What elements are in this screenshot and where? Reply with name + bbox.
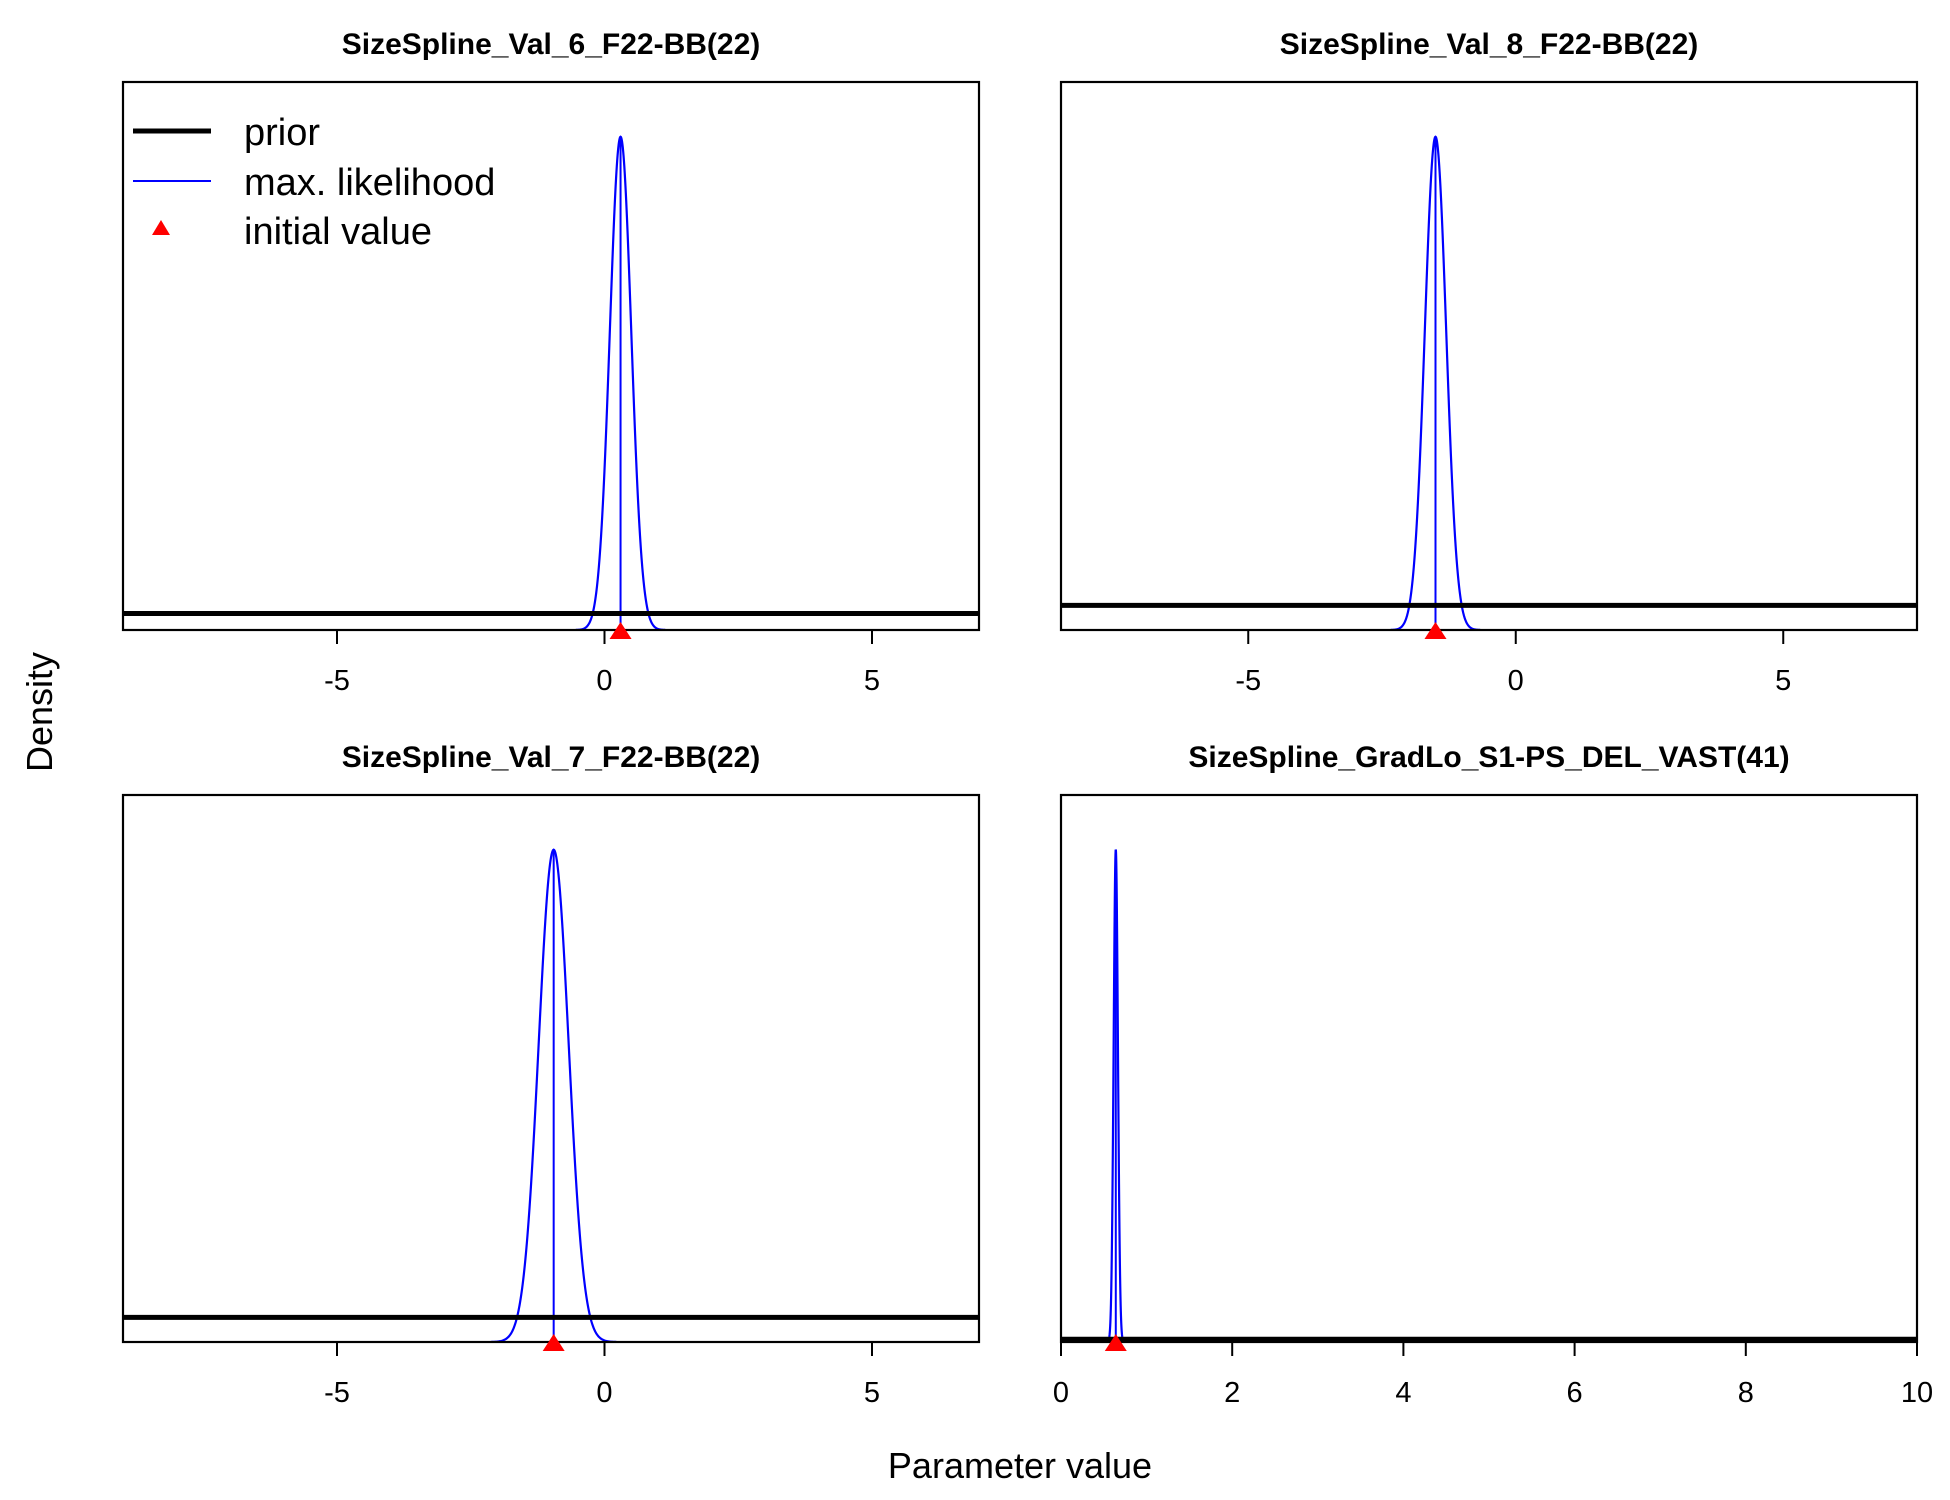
panel-frame (1059, 80, 1919, 632)
initial-value-marker (609, 622, 632, 639)
panel-2: SizeSpline_Val_8_F22-BB(22) -5 0 5 (1059, 28, 1919, 697)
panel-title: SizeSpline_Val_8_F22-BB(22) (1280, 28, 1699, 61)
legend-prior-label: prior (244, 112, 320, 154)
initial-value-marker (1104, 1334, 1127, 1351)
legend-initial-swatch (152, 220, 170, 235)
initial-value-marker (1424, 622, 1447, 639)
x-tick-label: 8 (1738, 1377, 1754, 1409)
x-tick-label: 0 (1508, 665, 1524, 697)
y-axis-label: Density (19, 652, 60, 772)
legend-mle-label: max. likelihood (244, 162, 495, 204)
x-tick-label: -5 (324, 665, 350, 697)
x-tick-label: -5 (1235, 665, 1261, 697)
x-tick-label: 0 (1053, 1377, 1069, 1409)
panels: SizeSpline_Val_6_F22-BB(22)-5 0 5SizeSplin… (121, 28, 1933, 1409)
x-tick-label: 5 (864, 1377, 880, 1409)
panel-title: SizeSpline_Val_7_F22-BB(22) (342, 741, 761, 774)
x-tick-label: 2 (1224, 1377, 1240, 1409)
panel-3: SizeSpline_Val_7_F22-BB(22) -5 0 5 (121, 741, 981, 1409)
initial-value-marker (542, 1334, 565, 1351)
x-tick-label: 4 (1395, 1377, 1411, 1409)
panel-1: SizeSpline_Val_6_F22-BB(22) -5 0 5 (121, 28, 981, 697)
x-tick-label: 5 (1775, 665, 1791, 697)
legend: prior max. likelihood initial value (133, 112, 495, 253)
legend-initial-label: initial value (244, 211, 432, 253)
panel-title: SizeSpline_Val_6_F22-BB(22) (342, 28, 761, 61)
x-tick-label: 10 (1901, 1377, 1933, 1409)
x-tick-label: 0 (596, 1377, 612, 1409)
panel-4: SizeSpline_GradLo_S1-PS_DEL_VAST(41) 0 2 4 6… (1053, 741, 1933, 1409)
panel-frame (121, 80, 981, 632)
x-tick-label: 5 (864, 665, 880, 697)
panel-title: SizeSpline_GradLo_S1-PS_DEL_VAST(41) (1188, 741, 1789, 774)
panel-frame (121, 793, 981, 1344)
x-axis-label: Parameter value (888, 1445, 1152, 1486)
x-tick-label: 0 (596, 665, 612, 697)
panel-frame (1059, 793, 1919, 1344)
x-tick-label: 6 (1567, 1377, 1583, 1409)
x-tick-label: -5 (324, 1377, 350, 1409)
